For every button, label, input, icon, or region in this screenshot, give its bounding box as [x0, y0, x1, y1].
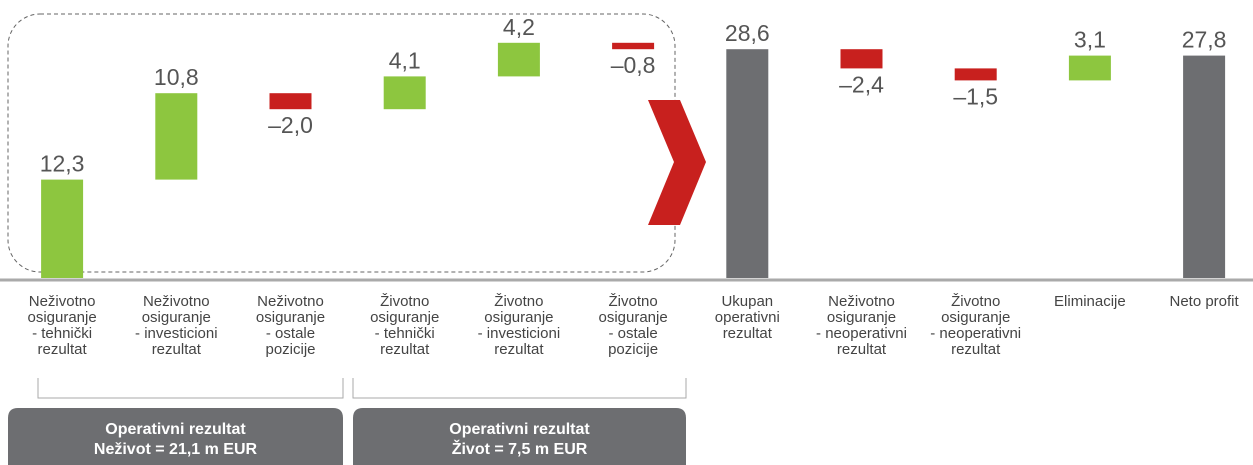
bar: [954, 68, 997, 81]
bar: [497, 42, 540, 77]
bar: [1068, 55, 1111, 81]
value-label: 27,8: [1182, 27, 1227, 53]
x-tick-label: Neživotno osiguranje - investicioni rezulta…: [135, 293, 218, 358]
value-label: –2,4: [839, 71, 884, 97]
bar: [41, 179, 84, 278]
chevron: [648, 100, 706, 225]
value-label: –0,8: [611, 52, 656, 78]
bracket: [37, 378, 344, 399]
x-tick-label: Životno osiguranje - tehnički rezultat: [370, 293, 439, 358]
value-label: 12,3: [40, 151, 85, 177]
bar: [840, 49, 883, 69]
annotation: Operativni rezultat Život = 7,5 m EUR: [449, 421, 590, 458]
value-label: 10,8: [154, 64, 199, 90]
x-tick-label: Neživotno osiguranje - tehnički rezultat: [27, 293, 96, 358]
x-tick-label: Neživotno osiguranje - ostale pozicije: [256, 293, 325, 358]
bar: [155, 93, 198, 180]
bar: [726, 49, 769, 279]
bar: [1183, 55, 1226, 278]
x-tick-label: Neživotno osiguranje - neoperativni rezulta…: [816, 293, 907, 358]
x-tick-label: Ukupan operativni rezultat: [715, 293, 780, 342]
x-tick-label: Životno osiguranje - ostale pozicije: [598, 293, 667, 358]
x-tick-label: Životno osiguranje - neoperativni rezultat: [930, 293, 1021, 358]
annotation: Operativni rezultat Neživot = 21,1 m EUR: [94, 421, 258, 458]
value-label: –1,5: [953, 83, 998, 109]
bar: [612, 42, 655, 50]
x-tick-label: Životno osiguranje - investicioni rezultat: [478, 293, 561, 358]
value-label: 4,2: [503, 14, 535, 40]
group-box: [8, 408, 343, 465]
bracket: [352, 378, 687, 399]
value-label: 28,6: [725, 20, 770, 46]
bar: [269, 93, 312, 110]
x-tick-label: Eliminacije: [1054, 293, 1126, 310]
value-label: –2,0: [268, 112, 313, 138]
value-label: 3,1: [1074, 27, 1106, 53]
bar: [383, 76, 426, 110]
group-outline: [7, 13, 676, 273]
value-label: 4,1: [389, 47, 421, 73]
group-box: [353, 408, 686, 465]
x-tick-label: Neto profit: [1169, 293, 1239, 310]
